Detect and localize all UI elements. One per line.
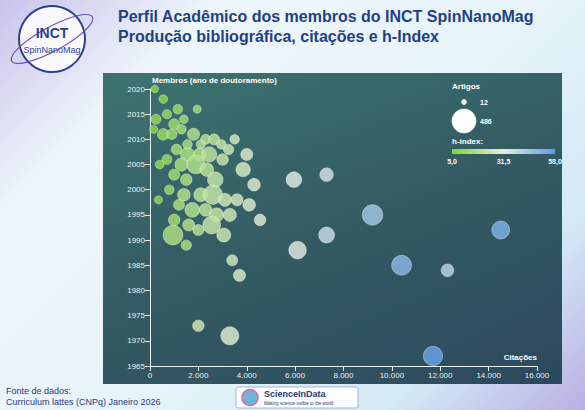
svg-text:Curriculum lattes (CNPq) Janei: Curriculum lattes (CNPq) Janeiro 2026: [6, 397, 161, 407]
svg-text:1970: 1970: [127, 336, 145, 345]
svg-text:1965: 1965: [127, 362, 145, 371]
svg-text:2020: 2020: [127, 85, 145, 94]
svg-text:4.000: 4.000: [237, 371, 258, 380]
svg-text:1990: 1990: [127, 236, 145, 245]
svg-text:14.000: 14.000: [476, 371, 501, 380]
svg-text:8.000: 8.000: [333, 371, 354, 380]
svg-text:Membros (ano de doutoramento): Membros (ano de doutoramento): [152, 76, 277, 85]
svg-text:2.000: 2.000: [188, 371, 209, 380]
svg-text:16.000: 16.000: [525, 371, 550, 380]
svg-text:12: 12: [480, 99, 488, 106]
svg-text:10.000: 10.000: [380, 371, 405, 380]
svg-text:ScienceInData: ScienceInData: [264, 389, 327, 399]
svg-text:SpinNanoMag: SpinNanoMag: [23, 45, 80, 55]
svg-text:31,5: 31,5: [497, 158, 511, 166]
svg-text:2015: 2015: [127, 110, 145, 119]
svg-text:Making science visible to the: Making science visible to the world: [264, 401, 334, 406]
svg-text:h-index:: h-index:: [452, 137, 483, 146]
svg-text:Fonte de dados:: Fonte de dados:: [6, 386, 71, 396]
svg-text:0: 0: [148, 371, 153, 380]
svg-text:12.000: 12.000: [428, 371, 453, 380]
svg-text:Perfil Acadêmico dos membros d: Perfil Acadêmico dos membros do INCT Spi…: [118, 8, 533, 25]
svg-text:Artigos: Artigos: [452, 82, 481, 91]
svg-text:Produção bibliográfica, citaçõ: Produção bibliográfica, citações e h-Ind…: [118, 28, 439, 45]
svg-text:486: 486: [480, 118, 492, 125]
svg-text:58,0: 58,0: [548, 158, 562, 166]
svg-text:5,0: 5,0: [447, 158, 457, 166]
svg-text:INCT: INCT: [36, 25, 69, 41]
svg-text:2010: 2010: [127, 135, 145, 144]
svg-text:1985: 1985: [127, 261, 145, 270]
svg-text:Citações: Citações: [504, 353, 538, 362]
svg-text:1975: 1975: [127, 311, 145, 320]
svg-text:2000: 2000: [127, 185, 145, 194]
svg-text:6.000: 6.000: [285, 371, 306, 380]
svg-text:1995: 1995: [127, 210, 145, 219]
svg-text:2005: 2005: [127, 160, 145, 169]
svg-text:1980: 1980: [127, 286, 145, 295]
